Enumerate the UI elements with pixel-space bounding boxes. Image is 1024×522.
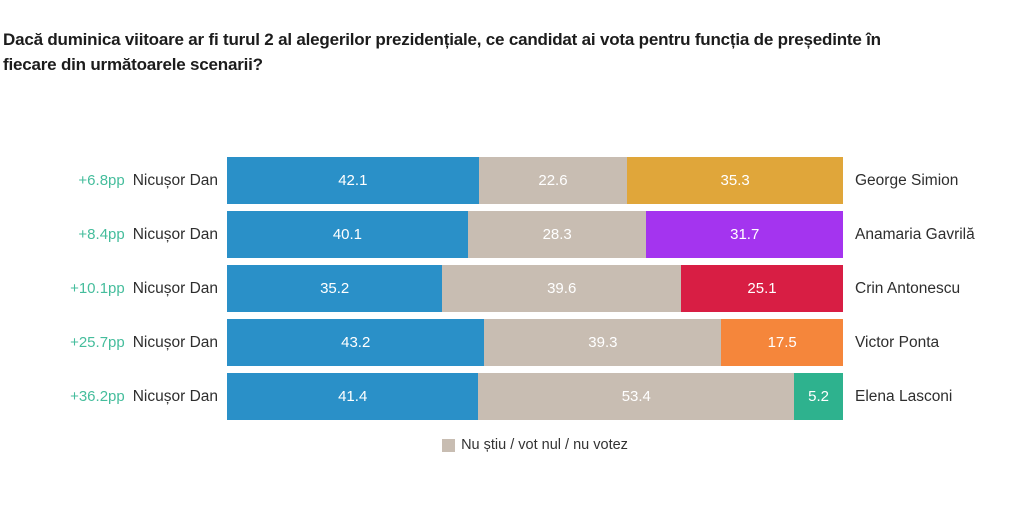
dan-segment: 35.2 (227, 265, 443, 312)
bar-row: +10.1pp Nicușor Dan 35.2 39.6 25.1 Crin Anton… (0, 265, 1024, 312)
lead-margin-label: +36.2pp (70, 388, 125, 405)
chart-title: Dacă duminica viitoare ar fi turul 2 al … (3, 30, 881, 74)
segment-value-label: 35.3 (720, 172, 750, 189)
lead-margin-label: +8.4pp (78, 226, 125, 243)
opponent-segment: 35.3 (627, 157, 843, 204)
candidate-left-label: Nicușor Dan (132, 171, 218, 189)
opponent-segment: 25.1 (681, 265, 843, 312)
dan-segment: 41.4 (227, 373, 479, 420)
segment-value-label: 28.3 (542, 226, 572, 243)
stacked-bar-track: 42.1 22.6 35.3 (227, 157, 843, 204)
opponent-label: Elena Lasconi (855, 387, 953, 405)
stacked-bar-track: 43.2 39.3 17.5 (227, 319, 843, 366)
opponent-label: Victor Ponta (855, 333, 940, 351)
segment-value-label: 5.2 (808, 388, 830, 405)
left-label-cell: +10.1pp Nicușor Dan (0, 265, 227, 312)
opponent-label: Crin Antonescu (855, 279, 961, 297)
undecided-segment: 53.4 (478, 373, 795, 420)
opponent-label: Anamaria Gavrilă (855, 225, 975, 243)
segment-value-label: 25.1 (747, 280, 777, 297)
dan-segment: 43.2 (227, 319, 485, 366)
segment-value-label: 22.6 (538, 172, 568, 189)
segment-value-label: 17.5 (767, 334, 797, 351)
undecided-segment: 22.6 (478, 157, 628, 204)
left-label-cell: +8.4pp Nicușor Dan (0, 211, 227, 258)
bar-row: +6.8pp Nicușor Dan 42.1 22.6 35.3 George Simi… (0, 157, 1024, 204)
segment-value-label: 35.2 (320, 280, 350, 297)
bar-row: +8.4pp Nicușor Dan 40.1 28.3 31.7 Anamaria Ga… (0, 211, 1024, 258)
left-label-cell: +25.7pp Nicușor Dan (0, 319, 227, 366)
candidate-left-label: Nicușor Dan (132, 387, 218, 405)
segment-value-label: 39.6 (547, 280, 577, 297)
segment-value-label: 40.1 (332, 226, 363, 243)
legend-swatch-undecided (442, 438, 456, 452)
undecided-segment: 39.6 (442, 265, 682, 312)
segment-value-label: 41.4 (338, 388, 368, 405)
candidate-left-label: Nicușor Dan (132, 333, 218, 351)
segment-value-label: 31.7 (730, 226, 760, 243)
stacked-bar-track: 35.2 39.6 25.1 (227, 265, 843, 312)
left-label-cell: +6.8pp Nicușor Dan (0, 157, 227, 204)
segment-value-label: 42.1 (338, 172, 368, 189)
bar-row: +36.2pp Nicușor Dan 41.4 53.4 5.2 Elena Lasco… (0, 373, 1024, 420)
segment-value-label: 53.4 (621, 388, 651, 405)
lead-margin-label: +6.8pp (78, 172, 125, 189)
lead-margin-label: +25.7pp (70, 334, 125, 351)
stacked-bar-track: 40.1 28.3 31.7 (227, 211, 843, 258)
legend-label: Nu știu / vot nul / nu votez (461, 437, 628, 453)
bar-row: +25.7pp Nicușor Dan 43.2 39.3 17.5 Victor Pon… (0, 319, 1024, 366)
opponent-segment: 31.7 (646, 211, 843, 258)
lead-margin-label: +10.1pp (70, 280, 125, 297)
undecided-segment: 39.3 (484, 319, 722, 366)
stacked-bar-track: 41.4 53.4 5.2 (227, 373, 843, 420)
dan-segment: 42.1 (227, 157, 479, 204)
dan-segment: 40.1 (227, 211, 468, 258)
segment-value-label: 43.2 (341, 334, 371, 351)
chart-legend: Nu știu / vot nul / nu votez (227, 437, 843, 453)
opponent-segment: 17.5 (721, 319, 843, 366)
left-label-cell: +36.2pp Nicușor Dan (0, 373, 227, 420)
opponent-segment: 5.2 (794, 373, 843, 420)
candidate-left-label: Nicușor Dan (132, 279, 218, 297)
bar-rows-container: +6.8pp Nicușor Dan 42.1 22.6 35.3 George Simi… (0, 157, 1024, 427)
opponent-label: George Simion (855, 171, 959, 189)
undecided-segment: 28.3 (467, 211, 647, 258)
segment-value-label: 39.3 (588, 334, 618, 351)
candidate-left-label: Nicușor Dan (132, 225, 218, 243)
